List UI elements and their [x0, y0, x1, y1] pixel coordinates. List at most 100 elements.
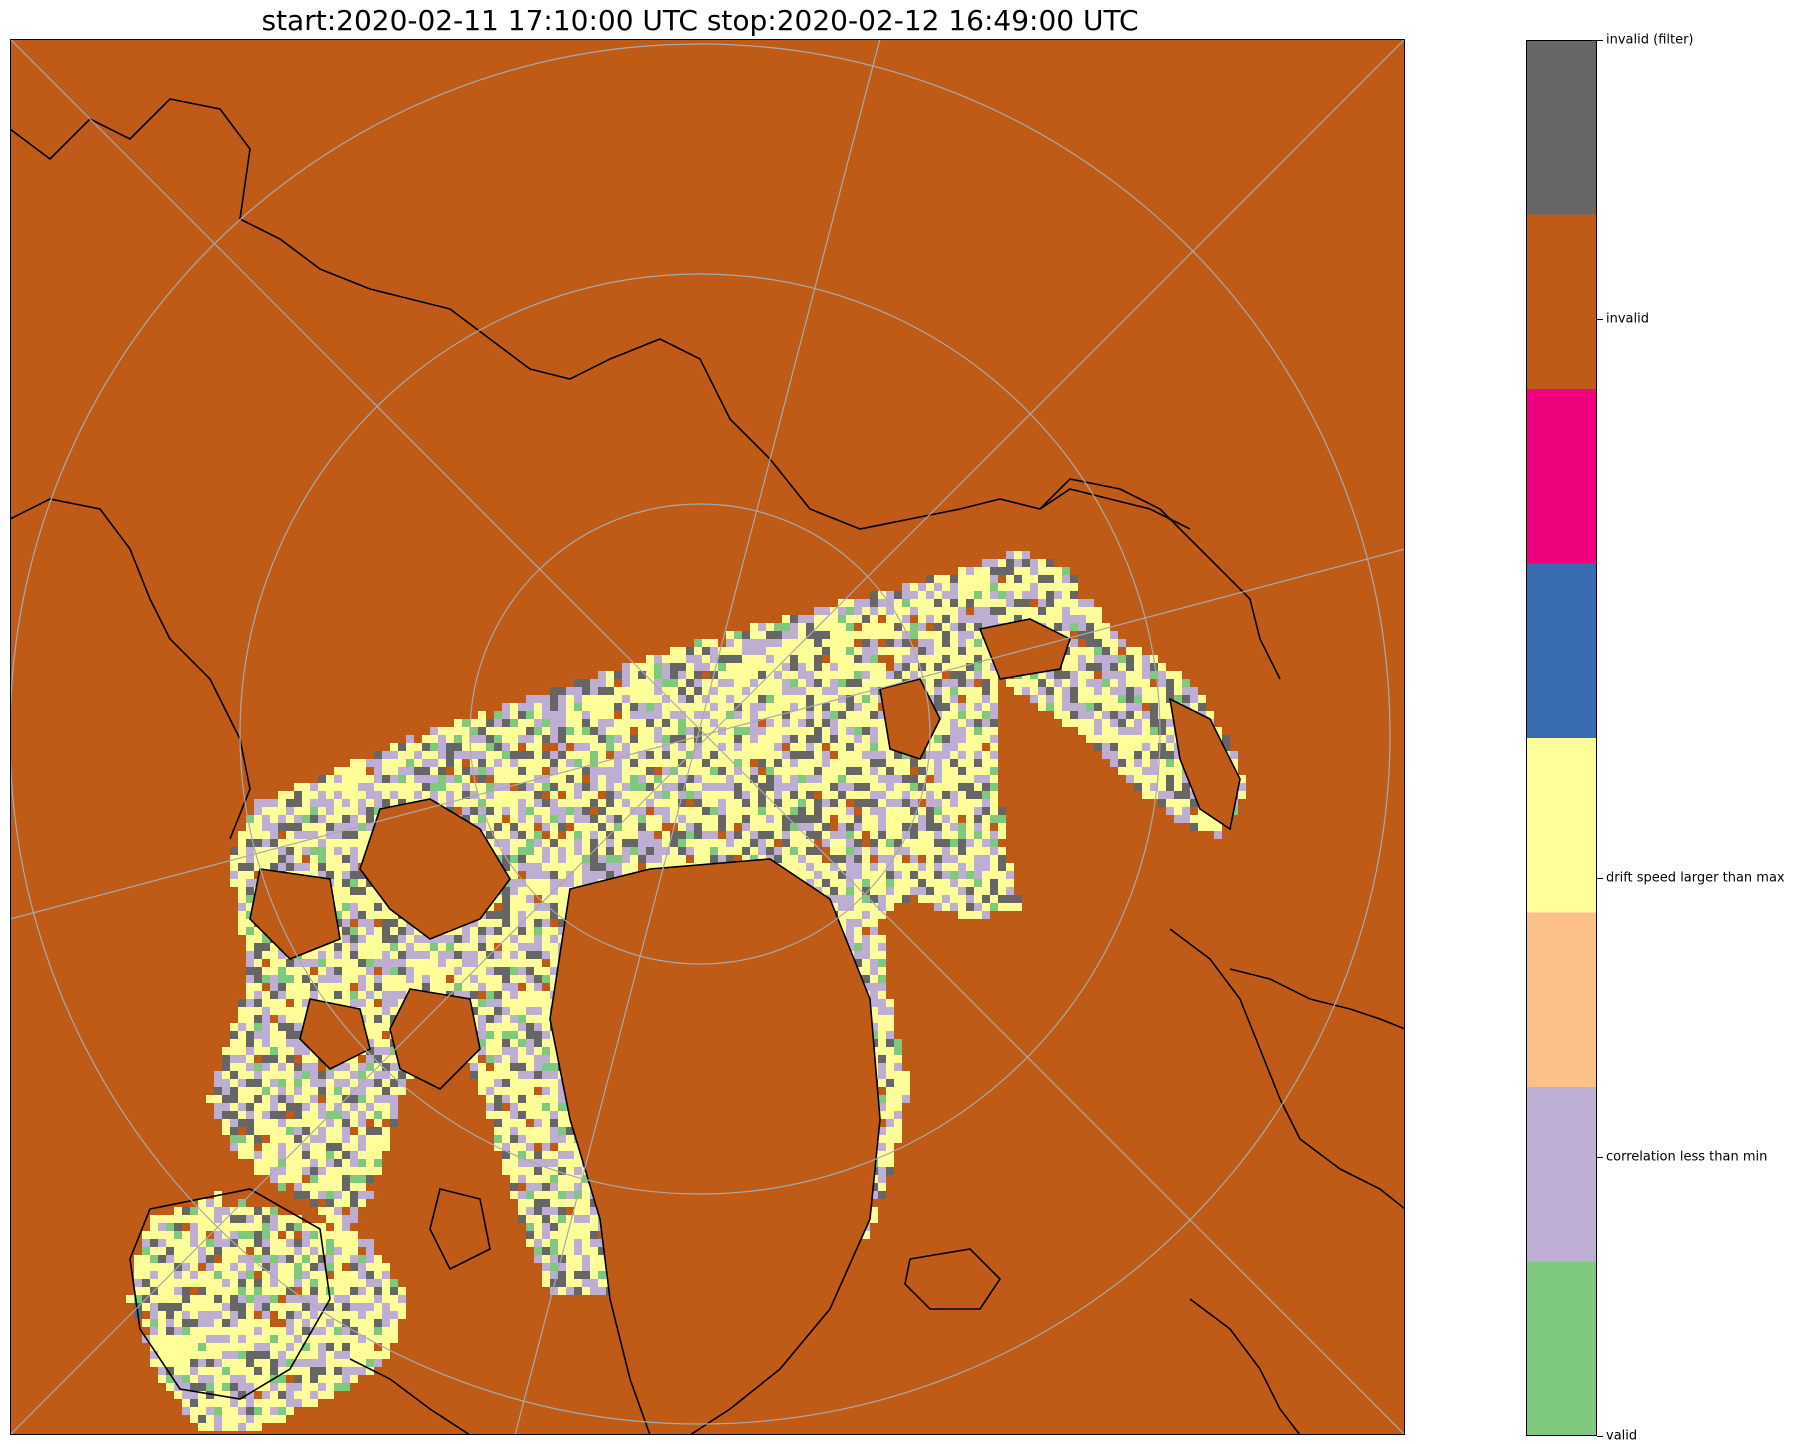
- ice-pixel: [950, 583, 958, 591]
- ice-pixel: [574, 831, 582, 839]
- ice-pixel: [982, 783, 990, 791]
- ice-pixel: [774, 687, 782, 695]
- ice-pixel: [870, 631, 878, 639]
- ice-pixel: [878, 663, 886, 671]
- ice-pixel: [350, 831, 358, 839]
- ice-pixel: [854, 831, 862, 839]
- ice-pixel: [878, 791, 886, 799]
- ice-pixel: [518, 967, 526, 975]
- ice-pixel: [998, 863, 1006, 871]
- ice-pixel: [934, 895, 942, 903]
- ice-pixel: [758, 823, 766, 831]
- ice-pixel: [870, 887, 878, 895]
- ice-pixel: [646, 863, 654, 871]
- ice-pixel: [622, 711, 630, 719]
- ice-pixel: [894, 1063, 902, 1071]
- ice-pixel: [934, 663, 942, 671]
- ice-pixel: [518, 1071, 526, 1079]
- ice-pixel: [614, 871, 622, 879]
- ice-pixel: [518, 1039, 526, 1047]
- ice-pixel: [478, 743, 486, 751]
- ice-pixel: [502, 1071, 510, 1079]
- ice-pixel: [766, 727, 774, 735]
- ice-pixel: [1014, 687, 1022, 695]
- ice-pixel: [1182, 775, 1190, 783]
- ice-pixel: [598, 815, 606, 823]
- ice-pixel: [830, 719, 838, 727]
- ice-pixel: [1030, 615, 1038, 623]
- ice-pixel: [534, 1063, 542, 1071]
- ice-pixel: [654, 735, 662, 743]
- ice-pixel: [966, 607, 974, 615]
- ice-pixel: [302, 1071, 310, 1079]
- ice-pixel: [542, 863, 550, 871]
- ice-pixel: [382, 1023, 390, 1031]
- ice-pixel: [358, 903, 366, 911]
- ice-pixel: [862, 767, 870, 775]
- ice-pixel: [742, 775, 750, 783]
- ice-pixel: [478, 719, 486, 727]
- ice-pixel: [974, 743, 982, 751]
- ice-pixel: [726, 823, 734, 831]
- ice-pixel: [462, 799, 470, 807]
- ice-pixel: [734, 639, 742, 647]
- ice-pixel: [342, 879, 350, 887]
- ice-pixel: [342, 911, 350, 919]
- ice-pixel: [990, 575, 998, 583]
- ice-pixel: [390, 759, 398, 767]
- ice-pixel: [422, 975, 430, 983]
- ice-pixel: [390, 935, 398, 943]
- ice-pixel: [726, 767, 734, 775]
- ice-pixel: [1142, 735, 1150, 743]
- ice-pixel: [486, 807, 494, 815]
- ice-pixel: [566, 687, 574, 695]
- ice-pixel: [1230, 751, 1238, 759]
- ice-pixel: [582, 823, 590, 831]
- ice-pixel: [974, 607, 982, 615]
- ice-pixel: [334, 783, 342, 791]
- ice-pixel: [558, 807, 566, 815]
- ice-pixel: [774, 791, 782, 799]
- ice-pixel: [238, 1023, 246, 1031]
- ice-pixel: [550, 983, 558, 991]
- ice-pixel: [486, 1015, 494, 1023]
- ice-pixel: [822, 759, 830, 767]
- ice-pixel: [1030, 671, 1038, 679]
- ice-pixel: [510, 863, 518, 871]
- ice-pixel: [734, 671, 742, 679]
- ice-pixel: [966, 679, 974, 687]
- ice-pixel: [774, 815, 782, 823]
- ice-pixel: [238, 1047, 246, 1055]
- ice-pixel: [854, 775, 862, 783]
- ice-pixel: [1062, 631, 1070, 639]
- ice-pixel: [782, 735, 790, 743]
- ice-pixel: [470, 735, 478, 743]
- ice-pixel: [310, 951, 318, 959]
- ice-pixel: [798, 663, 806, 671]
- ice-pixel: [750, 847, 758, 855]
- ice-pixel: [846, 839, 854, 847]
- ice-pixel: [478, 1047, 486, 1055]
- ice-pixel: [1102, 743, 1110, 751]
- ice-pixel: [686, 823, 694, 831]
- ice-pixel: [382, 1031, 390, 1039]
- ice-pixel: [222, 1079, 230, 1087]
- ice-pixel: [334, 847, 342, 855]
- ice-pixel: [1086, 599, 1094, 607]
- ice-pixel: [606, 671, 614, 679]
- ice-pixel: [766, 751, 774, 759]
- ice-pixel: [966, 823, 974, 831]
- ice-pixel: [478, 951, 486, 959]
- ice-pixel: [982, 559, 990, 567]
- ice-pixel: [702, 687, 710, 695]
- ice-pixel: [950, 631, 958, 639]
- ice-pixel: [1150, 751, 1158, 759]
- ice-pixel: [246, 839, 254, 847]
- ice-pixel: [934, 871, 942, 879]
- ice-pixel: [990, 679, 998, 687]
- ice-pixel: [1134, 751, 1142, 759]
- ice-pixel: [926, 839, 934, 847]
- ice-pixel: [1102, 751, 1110, 759]
- ice-pixel: [358, 879, 366, 887]
- ice-pixel: [502, 1031, 510, 1039]
